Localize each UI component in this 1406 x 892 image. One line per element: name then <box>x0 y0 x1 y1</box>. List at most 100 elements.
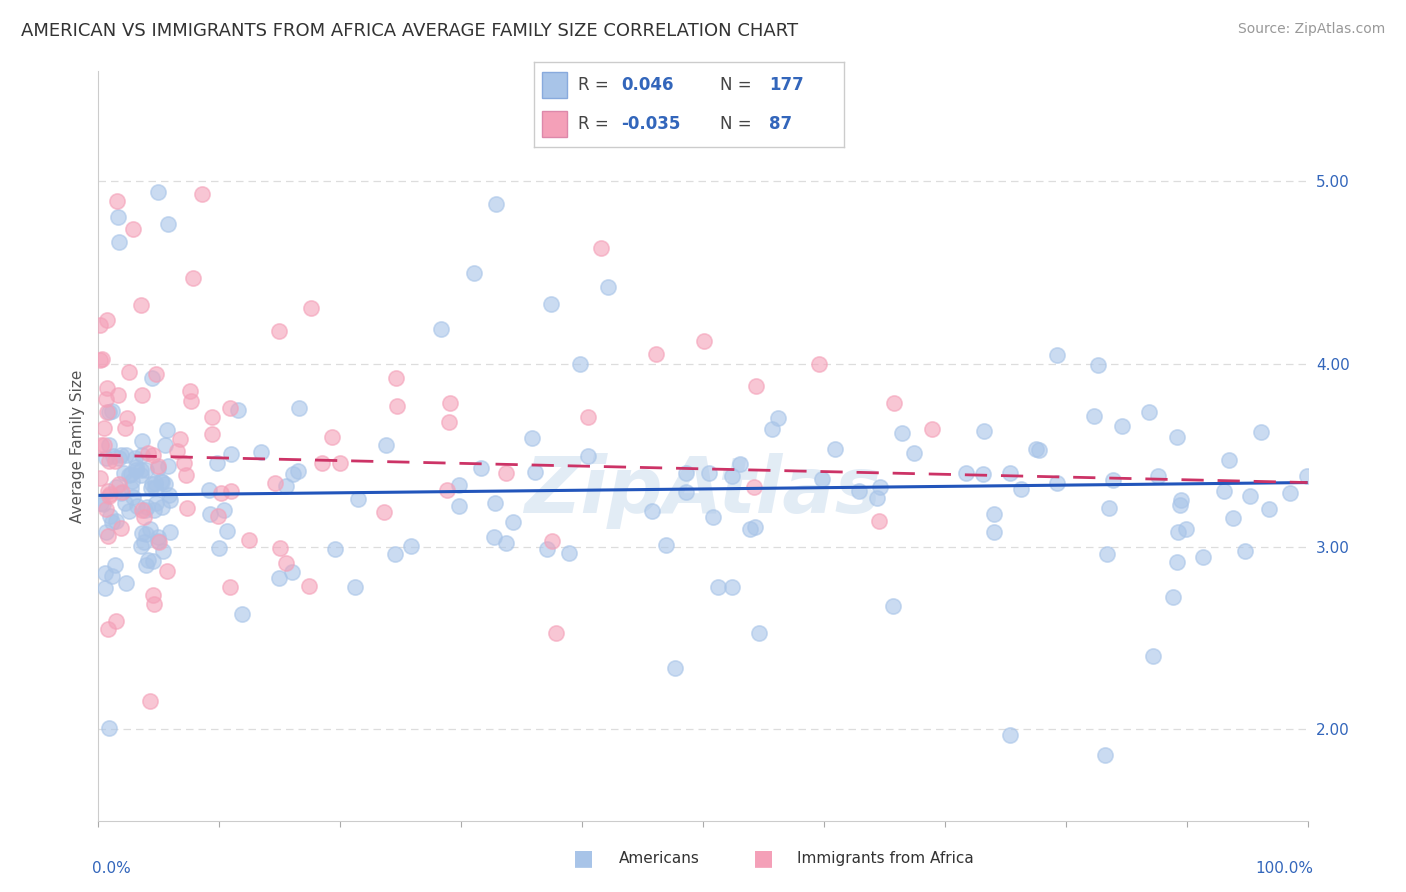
Point <box>983 507 1005 521</box>
Point <box>1295 469 1317 483</box>
Point <box>124 463 146 477</box>
Point <box>1170 492 1192 507</box>
Point <box>127 499 149 513</box>
Text: 0.0%: 0.0% <box>93 861 131 876</box>
Point <box>156 423 179 437</box>
Point <box>108 235 131 250</box>
Point <box>973 424 995 438</box>
Point <box>94 392 117 406</box>
Point <box>883 395 905 409</box>
Point <box>578 450 600 464</box>
Point <box>120 467 142 481</box>
Text: 87: 87 <box>769 115 793 133</box>
Point <box>449 478 471 492</box>
Point <box>104 453 127 467</box>
Point <box>94 525 117 540</box>
Point <box>921 422 943 436</box>
Point <box>90 438 112 452</box>
Point <box>143 597 166 611</box>
Text: R =: R = <box>578 77 609 95</box>
Point <box>728 457 751 471</box>
Point <box>482 530 505 544</box>
Point <box>1239 489 1261 503</box>
Point <box>105 194 128 208</box>
Point <box>484 496 506 510</box>
Point <box>207 509 229 524</box>
Text: N =: N = <box>720 115 751 133</box>
Point <box>882 599 904 613</box>
Point <box>869 480 891 494</box>
Point <box>1213 483 1236 498</box>
Point <box>142 588 165 602</box>
Point <box>1111 418 1133 433</box>
Point <box>166 443 188 458</box>
Point <box>276 478 298 492</box>
Point <box>231 607 253 621</box>
Point <box>89 353 111 368</box>
Point <box>107 388 129 402</box>
Text: Source: ZipAtlas.com: Source: ZipAtlas.com <box>1237 22 1385 37</box>
Point <box>118 504 141 518</box>
Point <box>1098 500 1121 515</box>
Point <box>200 507 222 521</box>
Point <box>179 384 201 398</box>
Point <box>283 467 305 482</box>
Point <box>146 461 169 475</box>
Point <box>250 444 273 458</box>
Point <box>90 495 112 509</box>
Point <box>269 541 291 555</box>
Point <box>1101 473 1123 487</box>
Point <box>115 448 138 462</box>
Text: 177: 177 <box>769 77 804 95</box>
Point <box>110 486 132 500</box>
Point <box>463 267 485 281</box>
Point <box>287 464 309 478</box>
Point <box>103 449 125 463</box>
Point <box>142 448 165 462</box>
Point <box>107 210 129 224</box>
Text: R =: R = <box>578 115 609 133</box>
Point <box>1094 747 1116 762</box>
Point <box>111 484 134 499</box>
Point <box>1147 469 1170 483</box>
Point <box>641 504 664 518</box>
Text: AMERICAN VS IMMIGRANTS FROM AFRICA AVERAGE FAMILY SIZE CORRELATION CHART: AMERICAN VS IMMIGRANTS FROM AFRICA AVERA… <box>21 22 799 40</box>
Point <box>983 524 1005 539</box>
Point <box>121 222 143 236</box>
Point <box>135 527 157 541</box>
Point <box>132 535 155 549</box>
Point <box>540 533 562 548</box>
Point <box>146 530 169 544</box>
Point <box>98 721 121 735</box>
Point <box>141 371 163 385</box>
Point <box>323 542 346 557</box>
Point <box>198 483 221 498</box>
Point <box>744 520 766 534</box>
Point <box>385 400 408 414</box>
Point <box>105 514 128 528</box>
Point <box>176 501 198 516</box>
Point <box>740 522 762 536</box>
Text: ZipAtlas: ZipAtlas <box>524 453 882 529</box>
Point <box>124 451 146 466</box>
Point <box>495 535 517 549</box>
Point <box>181 271 204 285</box>
Point <box>502 515 524 529</box>
Point <box>96 381 118 395</box>
Point <box>131 526 153 541</box>
Point <box>98 509 121 524</box>
Text: 100.0%: 100.0% <box>1256 861 1313 876</box>
Point <box>145 476 167 491</box>
Point <box>569 357 592 371</box>
Point <box>93 438 115 452</box>
Point <box>807 357 830 371</box>
Point <box>288 401 311 415</box>
Point <box>201 426 224 441</box>
Point <box>156 217 179 231</box>
Point <box>1222 511 1244 525</box>
Point <box>228 402 250 417</box>
Point <box>135 463 157 477</box>
Point <box>139 694 162 708</box>
Point <box>97 484 120 499</box>
Point <box>238 533 260 547</box>
